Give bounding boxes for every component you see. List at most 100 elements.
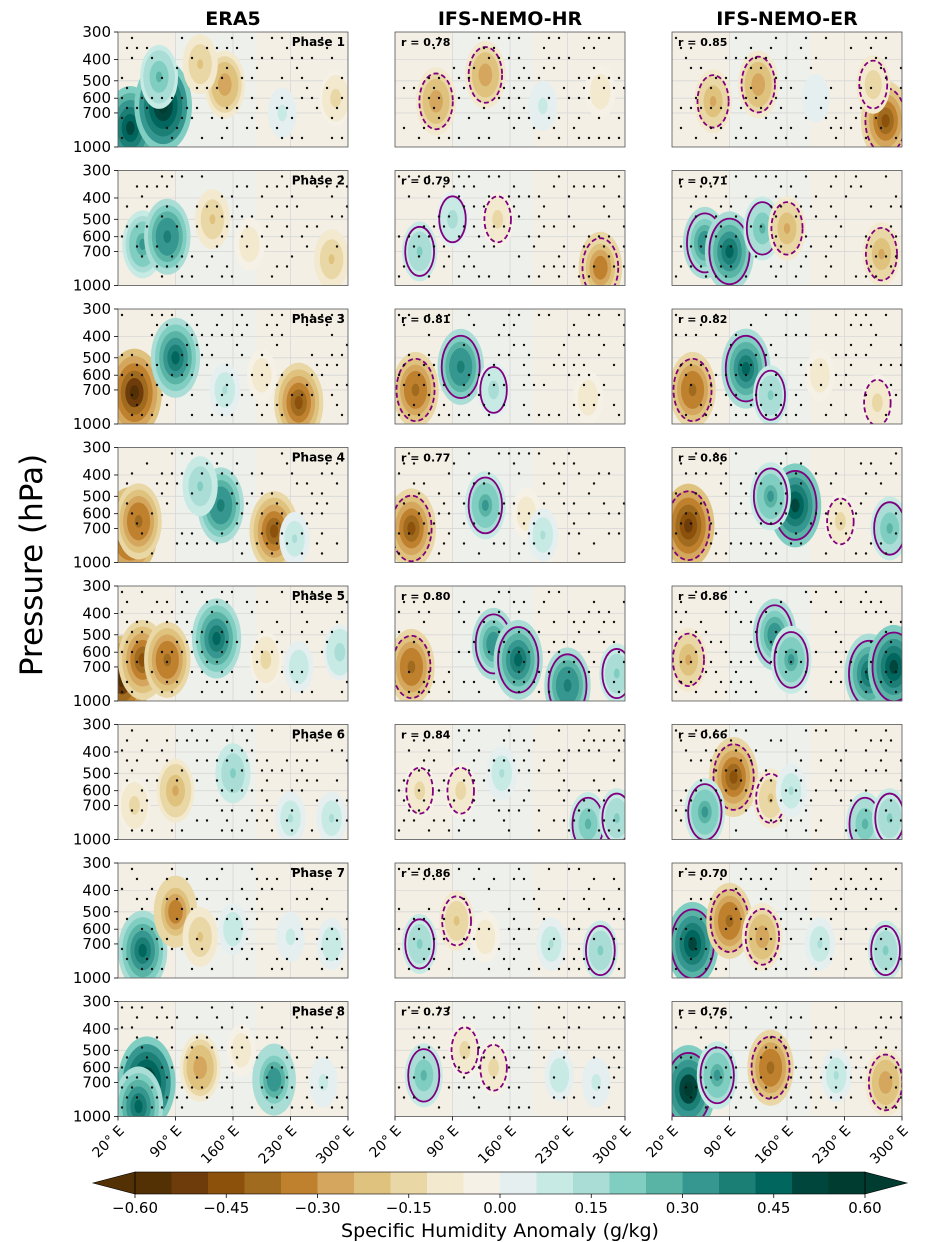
- stipple-dot: [280, 235, 284, 238]
- stipple-dot: [220, 333, 224, 337]
- stipple-dot: [552, 819, 556, 822]
- stipple-dot: [492, 799, 496, 802]
- stipple-dot: [799, 462, 803, 465]
- stipple-dot: [834, 630, 838, 634]
- stipple-dot: [140, 967, 144, 971]
- significance-stipple: [674, 867, 902, 971]
- stipple-dot: [457, 195, 461, 198]
- stipple-dot: [869, 343, 873, 347]
- stipple-dot: [749, 66, 753, 70]
- stipple-dot: [527, 452, 531, 455]
- stipple-dot: [724, 1066, 728, 1069]
- stipple-dot: [457, 175, 461, 178]
- stipple-dot: [794, 393, 798, 397]
- stipple-dot: [582, 363, 586, 367]
- stipple-dot: [235, 522, 239, 525]
- stipple-dot: [879, 680, 883, 684]
- stipple-dot: [804, 36, 808, 40]
- stipple-dot: [432, 46, 436, 50]
- stipple-dot: [779, 86, 783, 90]
- stipple-dot: [482, 779, 486, 782]
- y-tick-label: 300: [82, 716, 111, 734]
- significance-stipple: [125, 452, 339, 555]
- stipple-dot: [330, 215, 334, 218]
- stipple-dot: [704, 275, 708, 278]
- stipple-dot: [125, 205, 129, 208]
- stipple-dot: [145, 1056, 149, 1059]
- anomaly-contour-fill: [263, 655, 269, 665]
- stipple-dot: [190, 373, 194, 377]
- x-tick-label: 160° E: [752, 1123, 797, 1168]
- stipple-dot: [854, 512, 858, 515]
- stipple-dot: [577, 1026, 581, 1029]
- stipple-dot: [457, 829, 461, 832]
- stipple-dot: [285, 265, 289, 268]
- stipple-dot: [245, 542, 249, 545]
- stipple-dot: [280, 590, 284, 594]
- stipple-dot: [744, 492, 748, 495]
- stipple-dot: [340, 313, 344, 317]
- stipple-dot: [245, 185, 249, 188]
- stipple-dot: [844, 887, 848, 891]
- stipple-dot: [335, 462, 339, 465]
- stipple-dot: [612, 937, 616, 941]
- y-tick-label: 600: [82, 643, 111, 661]
- stipple-dot: [724, 552, 728, 555]
- stipple-dot: [704, 1106, 708, 1109]
- stipple-dot: [195, 897, 199, 901]
- stipple-dot: [422, 799, 426, 802]
- significance-stipple: [674, 729, 902, 832]
- stipple-dot: [170, 1066, 174, 1069]
- stipple-dot: [457, 96, 461, 100]
- stipple-dot: [230, 472, 234, 475]
- stipple-dot: [779, 799, 783, 802]
- stipple-dot: [285, 759, 289, 762]
- stipple-dot: [275, 403, 279, 407]
- stipple-dot: [155, 323, 159, 327]
- stipple-dot: [507, 809, 511, 812]
- stipple-dot: [602, 205, 606, 208]
- stipple-dot: [859, 86, 863, 90]
- significance-stipple: [397, 175, 625, 278]
- stipple-dot: [180, 947, 184, 951]
- stipple-dot: [175, 542, 179, 545]
- stipple-dot: [814, 1106, 818, 1109]
- stipple-dot: [814, 215, 818, 218]
- stipple-dot: [130, 472, 134, 475]
- stipple-dot: [719, 680, 723, 684]
- stipple-dot: [295, 779, 299, 782]
- stipple-dot: [135, 185, 139, 188]
- colorbar-segment: [244, 1172, 282, 1194]
- significance-stipple: [674, 175, 902, 278]
- stipple-dot: [180, 907, 184, 911]
- stipple-dot: [884, 630, 888, 634]
- stipple-dot: [330, 472, 334, 475]
- colorbar-tick-label: −0.30: [295, 1199, 341, 1217]
- stipple-dot: [417, 809, 421, 812]
- stipple-dot: [447, 512, 451, 515]
- stipple-dot: [135, 1036, 139, 1039]
- stipple-dot: [679, 660, 683, 664]
- stipple-dot: [557, 1046, 561, 1049]
- stipple-dot: [175, 126, 179, 130]
- stipple-dot: [572, 957, 576, 961]
- stipple-dot: [130, 512, 134, 515]
- anomaly-contour-fill: [563, 679, 572, 692]
- stipple-dot: [784, 76, 788, 80]
- stipple-dot: [412, 1036, 416, 1039]
- stipple-dot: [447, 1006, 451, 1009]
- stipple-dot: [215, 779, 219, 782]
- stipple-dot: [205, 205, 209, 208]
- stipple-dot: [597, 36, 601, 40]
- y-tick-label: 600: [82, 1059, 111, 1077]
- stipple-dot: [714, 670, 718, 674]
- stipple-dot: [507, 313, 511, 317]
- stipple-dot: [577, 333, 581, 337]
- stipple-dot: [804, 255, 808, 258]
- stipple-dot: [417, 492, 421, 495]
- stipple-dot: [789, 542, 793, 545]
- stipple-dot: [864, 789, 868, 792]
- stipple-dot: [150, 333, 154, 337]
- stipple-dot: [295, 205, 299, 208]
